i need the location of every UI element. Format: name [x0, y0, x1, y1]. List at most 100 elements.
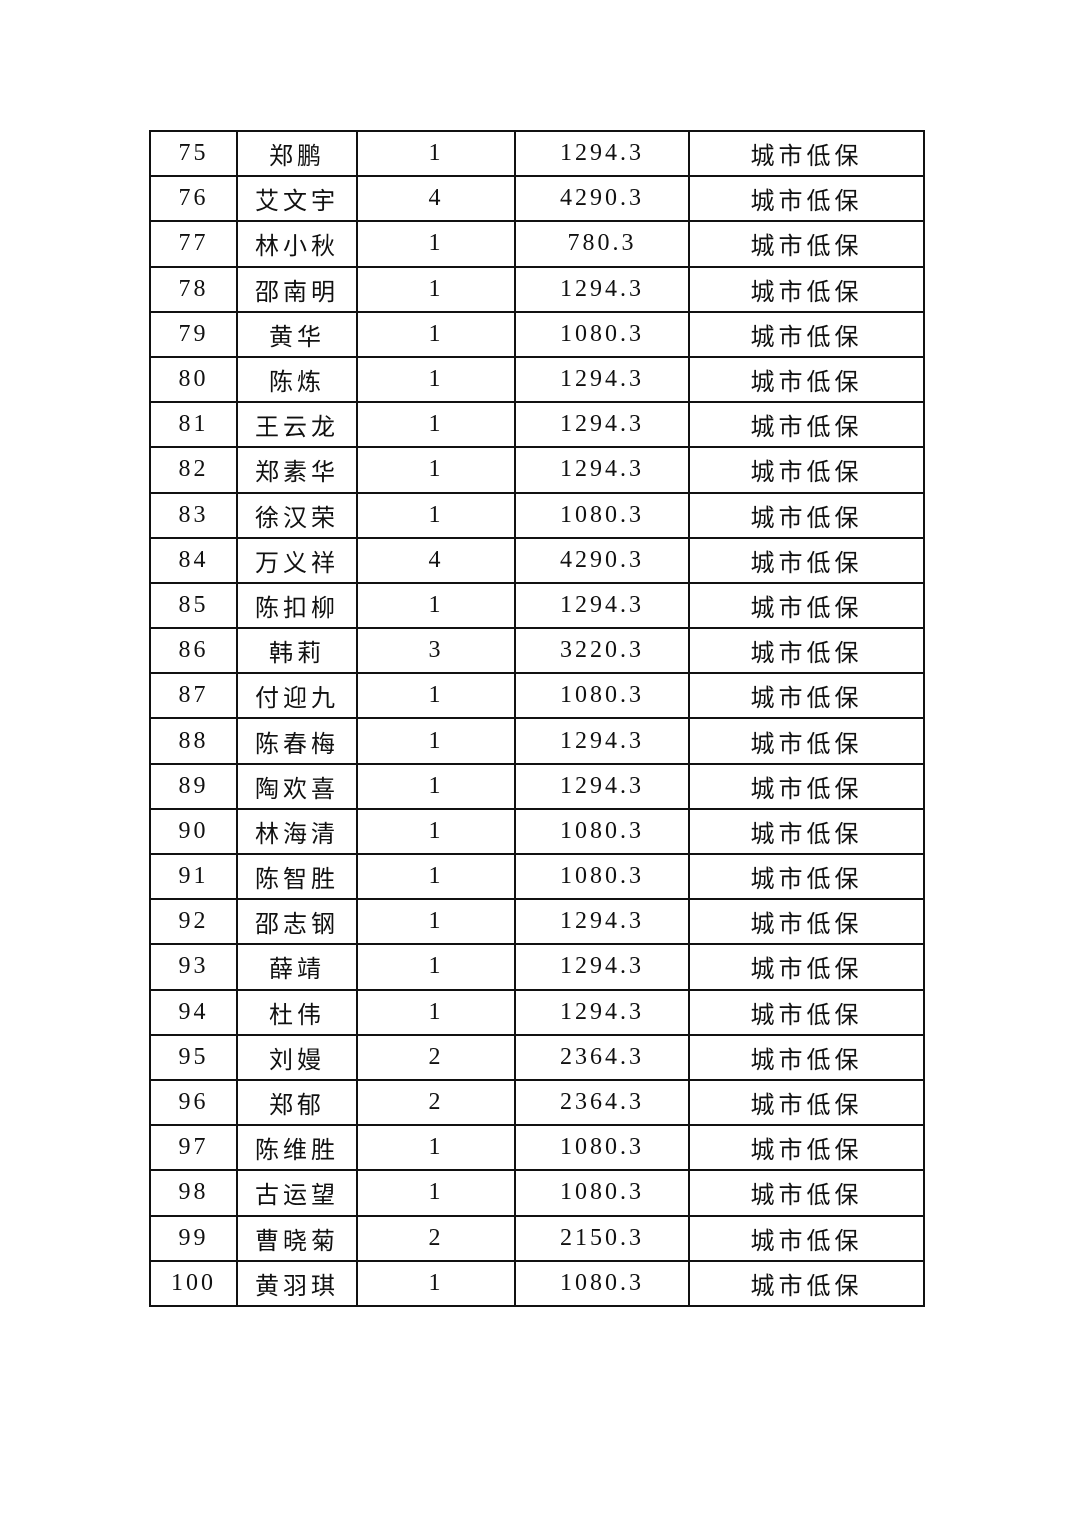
assistance-type-cell: 城市低保 — [688, 175, 925, 223]
person-name-cell: 艾文宇 — [236, 175, 358, 223]
table-row: 90 林海清 1 1080.3 城市低保 — [149, 807, 925, 856]
assistance-type-cell: 城市低保 — [688, 491, 925, 539]
row-number-cell: 96 — [149, 1078, 238, 1127]
row-number-cell: 79 — [149, 310, 238, 358]
household-members-cell: 1 — [356, 1259, 516, 1307]
table-row: 86 韩莉 3 3220.3 城市低保 — [149, 627, 925, 675]
table-row: 85 陈扣柳 1 1294.3 城市低保 — [149, 581, 925, 630]
household-members-cell: 1 — [356, 762, 516, 810]
household-members-cell: 1 — [356, 491, 516, 539]
assistance-type-cell: 城市低保 — [688, 310, 925, 358]
allowance-amount-cell: 3220.3 — [514, 627, 690, 675]
row-number-cell: 75 — [149, 129, 238, 178]
household-members-cell: 1 — [356, 581, 516, 630]
person-name-cell: 薛靖 — [236, 943, 358, 991]
person-name-cell: 刘嫚 — [236, 1033, 358, 1081]
assistance-type-cell: 城市低保 — [688, 852, 925, 901]
assistance-type-cell: 城市低保 — [688, 446, 925, 494]
table-row: 92 邵志钢 1 1294.3 城市低保 — [149, 898, 925, 946]
allowance-amount-cell: 1294.3 — [514, 988, 690, 1036]
row-number-cell: 99 — [149, 1214, 238, 1262]
table-row: 84 万义祥 4 4290.3 城市低保 — [149, 536, 925, 584]
person-name-cell: 郑郁 — [236, 1078, 358, 1127]
table-row: 99 曹晓菊 2 2150.3 城市低保 — [149, 1214, 925, 1262]
row-number-cell: 87 — [149, 672, 238, 720]
person-name-cell: 陶欢喜 — [236, 762, 358, 810]
household-members-cell: 4 — [356, 536, 516, 584]
assistance-type-cell: 城市低保 — [688, 220, 925, 268]
assistance-type-cell: 城市低保 — [688, 1124, 925, 1172]
assistance-type-cell: 城市低保 — [688, 1169, 925, 1217]
row-number-cell: 100 — [149, 1259, 238, 1307]
allowance-amount-cell: 1294.3 — [514, 762, 690, 810]
allowance-amount-cell: 4290.3 — [514, 536, 690, 584]
assistance-type-cell: 城市低保 — [688, 627, 925, 675]
allowance-amount-cell: 1294.3 — [514, 401, 690, 449]
row-number-cell: 88 — [149, 717, 238, 765]
row-number-cell: 90 — [149, 807, 238, 856]
allowance-amount-cell: 1080.3 — [514, 852, 690, 901]
assistance-type-cell: 城市低保 — [688, 988, 925, 1036]
household-members-cell: 1 — [356, 898, 516, 946]
allowance-amount-cell: 1294.3 — [514, 355, 690, 404]
allowance-amount-cell: 1080.3 — [514, 672, 690, 720]
row-number-cell: 76 — [149, 175, 238, 223]
assistance-type-cell: 城市低保 — [688, 1033, 925, 1081]
table-body: 75 郑鹏 1 1294.3 城市低保 76 艾文宇 4 4290.3 城市低保 77 林小秋 1 780… — [149, 129, 925, 1307]
allowance-amount-cell: 1080.3 — [514, 310, 690, 358]
person-name-cell: 郑鹏 — [236, 129, 358, 178]
household-members-cell: 1 — [356, 401, 516, 449]
allowance-amount-cell: 1080.3 — [514, 1259, 690, 1307]
household-members-cell: 1 — [356, 265, 516, 313]
assistance-type-cell: 城市低保 — [688, 807, 925, 856]
assistance-type-cell: 城市低保 — [688, 1259, 925, 1307]
assistance-type-cell: 城市低保 — [688, 401, 925, 449]
row-number-cell: 92 — [149, 898, 238, 946]
row-number-cell: 98 — [149, 1169, 238, 1217]
allowance-amount-cell: 1080.3 — [514, 1124, 690, 1172]
assistance-type-cell: 城市低保 — [688, 1078, 925, 1127]
person-name-cell: 付迎九 — [236, 672, 358, 720]
table-row: 89 陶欢喜 1 1294.3 城市低保 — [149, 762, 925, 810]
row-number-cell: 82 — [149, 446, 238, 494]
household-members-cell: 2 — [356, 1078, 516, 1127]
table-row: 81 王云龙 1 1294.3 城市低保 — [149, 401, 925, 449]
row-number-cell: 81 — [149, 401, 238, 449]
table-row: 76 艾文宇 4 4290.3 城市低保 — [149, 175, 925, 223]
person-name-cell: 陈春梅 — [236, 717, 358, 765]
allowance-amount-cell: 1080.3 — [514, 807, 690, 856]
table-row: 91 陈智胜 1 1080.3 城市低保 — [149, 852, 925, 901]
allowance-amount-cell: 4290.3 — [514, 175, 690, 223]
allowance-amount-cell: 1080.3 — [514, 491, 690, 539]
allowance-amount-cell: 1294.3 — [514, 717, 690, 765]
beneficiary-table: 75 郑鹏 1 1294.3 城市低保 76 艾文宇 4 4290.3 城市低保 77 林小秋 1 780… — [149, 129, 925, 1307]
row-number-cell: 94 — [149, 988, 238, 1036]
allowance-amount-cell: 2364.3 — [514, 1033, 690, 1081]
table-row: 77 林小秋 1 780.3 城市低保 — [149, 220, 925, 268]
household-members-cell: 4 — [356, 175, 516, 223]
table-row: 98 古运望 1 1080.3 城市低保 — [149, 1169, 925, 1217]
assistance-type-cell: 城市低保 — [688, 717, 925, 765]
row-number-cell: 93 — [149, 943, 238, 991]
assistance-type-cell: 城市低保 — [688, 1214, 925, 1262]
household-members-cell: 1 — [356, 220, 516, 268]
allowance-amount-cell: 1294.3 — [514, 943, 690, 991]
assistance-type-cell: 城市低保 — [688, 355, 925, 404]
person-name-cell: 郑素华 — [236, 446, 358, 494]
table-row: 82 郑素华 1 1294.3 城市低保 — [149, 446, 925, 494]
household-members-cell: 1 — [356, 943, 516, 991]
household-members-cell: 1 — [356, 310, 516, 358]
table-row: 94 杜伟 1 1294.3 城市低保 — [149, 988, 925, 1036]
person-name-cell: 邵南明 — [236, 265, 358, 313]
allowance-amount-cell: 2150.3 — [514, 1214, 690, 1262]
table-row: 95 刘嫚 2 2364.3 城市低保 — [149, 1033, 925, 1081]
allowance-amount-cell: 1294.3 — [514, 581, 690, 630]
row-number-cell: 84 — [149, 536, 238, 584]
person-name-cell: 黄华 — [236, 310, 358, 358]
person-name-cell: 林海清 — [236, 807, 358, 856]
person-name-cell: 陈维胜 — [236, 1124, 358, 1172]
person-name-cell: 徐汉荣 — [236, 491, 358, 539]
row-number-cell: 77 — [149, 220, 238, 268]
person-name-cell: 杜伟 — [236, 988, 358, 1036]
row-number-cell: 91 — [149, 852, 238, 901]
